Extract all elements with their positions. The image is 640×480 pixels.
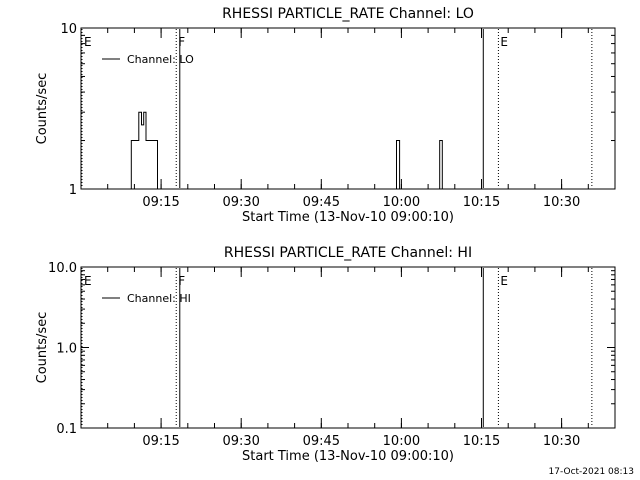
x-tick-label: 09:45 xyxy=(303,195,340,210)
event-marker-label: F xyxy=(178,274,185,288)
chart-panel-1: RHESSI PARTICLE_RATE Channel: HI Start Ti… xyxy=(35,245,616,464)
event-marker-label: E xyxy=(500,35,508,49)
x-tick-label: 10:00 xyxy=(383,434,420,449)
x-axis-label: Start Time (13-Nov-10 09:00:10) xyxy=(242,449,454,464)
event-marker-label: F xyxy=(178,35,185,49)
legend-label: Channel: LO xyxy=(127,53,194,66)
x-tick-label: 09:15 xyxy=(142,434,179,449)
x-axis-label: Start Time (13-Nov-10 09:00:10) xyxy=(242,210,454,225)
x-tick-label: 09:45 xyxy=(303,434,340,449)
x-tick-label: 09:15 xyxy=(142,195,179,210)
chart-panel-0: RHESSI PARTICLE_RATE Channel: LO Start Ti… xyxy=(35,6,616,225)
y-tick-label: 0.1 xyxy=(56,422,77,437)
y-tick-label: 1.0 xyxy=(56,342,77,357)
plot-timestamp: 17-Oct-2021 08:13 xyxy=(549,467,634,477)
event-marker-label: E xyxy=(84,274,92,288)
x-tick-label: 10:30 xyxy=(543,434,580,449)
x-tick-label: 10:15 xyxy=(463,434,500,449)
x-tick-label: 10:15 xyxy=(463,195,500,210)
legend-label: Channel: HI xyxy=(127,292,191,305)
x-tick-label: 09:30 xyxy=(222,195,259,210)
event-marker-label: E xyxy=(500,274,508,288)
y-tick-label: 10 xyxy=(60,22,77,37)
series-line xyxy=(130,111,443,190)
chart-title: RHESSI PARTICLE_RATE Channel: LO xyxy=(222,6,474,22)
y-axis-label: Counts/sec xyxy=(35,312,50,384)
x-tick-label: 10:00 xyxy=(383,195,420,210)
y-tick-label: 10.0 xyxy=(48,261,77,276)
y-axis-label: Counts/sec xyxy=(35,73,50,145)
y-tick-label: 1 xyxy=(69,183,77,198)
chart-title: RHESSI PARTICLE_RATE Channel: HI xyxy=(224,245,472,261)
x-tick-label: 09:30 xyxy=(222,434,259,449)
event-marker-label: E xyxy=(84,35,92,49)
x-tick-label: 10:30 xyxy=(543,195,580,210)
